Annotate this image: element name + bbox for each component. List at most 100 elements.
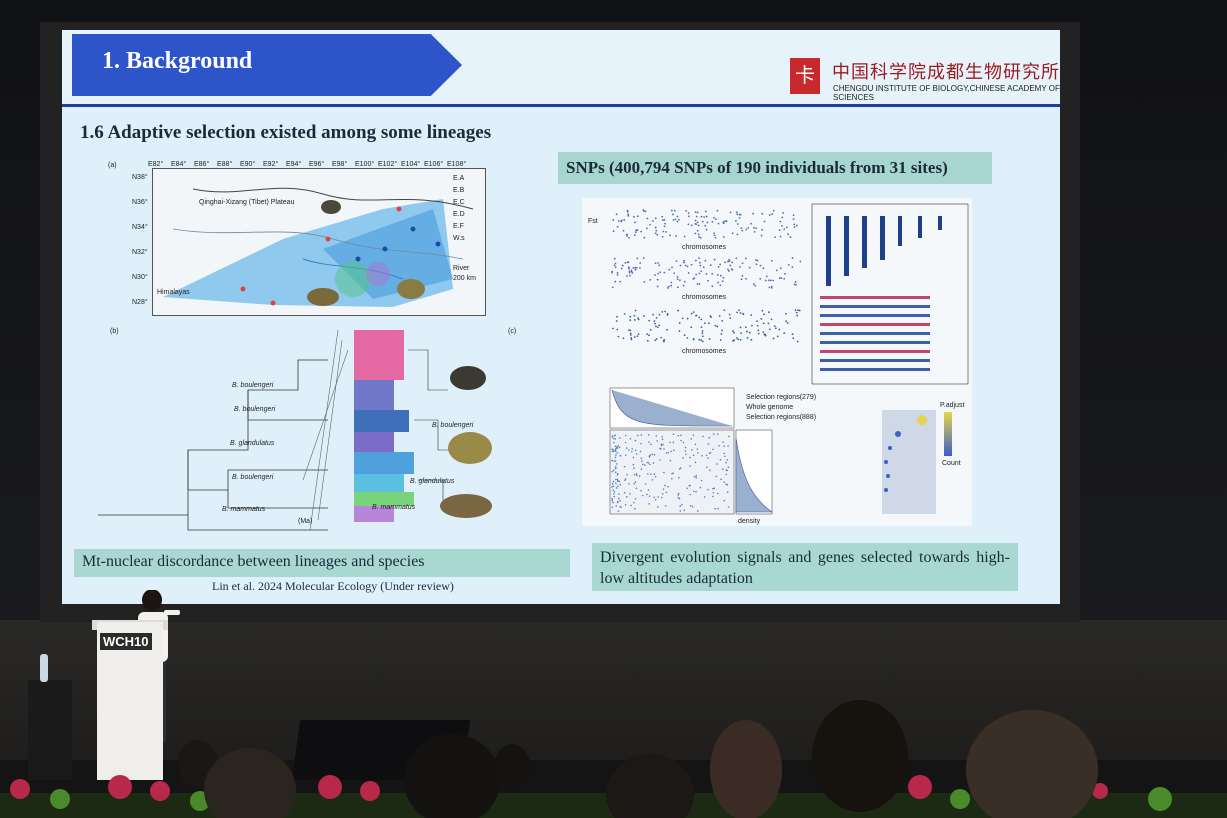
scatter-point — [688, 484, 691, 487]
scatter-point — [712, 448, 714, 451]
scatter-point — [678, 476, 680, 479]
scatter-point — [654, 475, 657, 478]
species-label-1: B. boulengeri — [232, 382, 274, 389]
manhattan-point — [614, 262, 617, 265]
manhattan-point — [780, 277, 783, 280]
species-label-8: B. mammatus — [372, 504, 416, 511]
manhattan-point — [628, 271, 631, 274]
scatter-point — [723, 499, 726, 502]
manhattan-point — [633, 314, 636, 317]
scatter-point — [659, 459, 661, 461]
scatter-point — [619, 454, 622, 457]
species-label-6: B. boulengeri — [432, 422, 474, 429]
manhattan-point — [655, 316, 658, 319]
manhattan-point — [646, 227, 648, 230]
scatter-point — [716, 463, 718, 465]
manhattan-point — [731, 261, 734, 264]
scatter-point — [679, 505, 682, 508]
manhattan-point — [640, 230, 643, 233]
manhattan-point — [781, 216, 784, 219]
manhattan-point — [669, 234, 671, 237]
section-heading: 1.6 Adaptive selection existed among som… — [80, 122, 492, 143]
manhattan-point — [755, 263, 758, 266]
scatter-point — [634, 507, 636, 510]
citation: Lin et al. 2024 Molecular Ecology (Under… — [212, 579, 454, 593]
manhattan-point — [759, 264, 762, 267]
manhattan-point — [733, 339, 736, 341]
manhattan-point — [663, 271, 666, 274]
scatter-point — [635, 453, 638, 455]
manhattan-point — [670, 209, 673, 212]
manhattan-point — [649, 278, 652, 281]
manhattan-point — [776, 335, 779, 338]
manhattan-point — [783, 228, 786, 230]
manhattan-point — [798, 309, 801, 312]
scatter-point — [697, 452, 699, 454]
manhattan-point — [748, 331, 751, 334]
manhattan-point — [739, 312, 742, 314]
scatter-point — [679, 467, 682, 469]
scatter-point — [631, 448, 633, 450]
manhattan-point — [739, 338, 742, 341]
map-left-tick: N30° — [132, 274, 148, 281]
manhattan-point — [673, 272, 676, 275]
scatter-point — [616, 474, 619, 476]
manhattan-point — [698, 338, 701, 341]
manhattan-point — [630, 338, 633, 341]
manhattan-point — [779, 220, 782, 223]
manhattan-point — [739, 326, 742, 329]
stage-flowers — [0, 775, 1227, 818]
manhattan-point — [696, 229, 699, 232]
manhattan-point — [695, 215, 698, 218]
scatter-point — [648, 455, 651, 457]
scatter-point — [717, 433, 719, 435]
scatter-point — [679, 510, 682, 512]
scatter-point — [614, 471, 617, 473]
manhattan-point — [633, 336, 636, 338]
scatter-point — [613, 493, 615, 495]
manhattan-point — [655, 338, 658, 340]
scatter-point — [618, 497, 620, 500]
manhattan-point — [700, 339, 703, 342]
manhattan-point — [750, 338, 753, 341]
legend-whole-genome: Whole genome — [746, 404, 794, 411]
species-label-2: B. boulengeri — [234, 406, 276, 413]
manhattan-point — [727, 268, 729, 271]
manhattan-point — [761, 309, 764, 312]
manhattan-point — [741, 262, 744, 265]
scatter-point — [626, 473, 628, 476]
scatter-point — [613, 460, 616, 462]
scatter-point — [617, 510, 620, 512]
scatter-point — [661, 438, 664, 441]
manhattan-point — [663, 340, 665, 343]
scatter-point — [681, 504, 683, 506]
manhattan-point — [642, 257, 645, 259]
manhattan-point — [699, 236, 702, 239]
scatter-point — [700, 479, 703, 482]
manhattan-point — [636, 215, 639, 218]
manhattan-point — [629, 334, 632, 336]
manhattan-point — [740, 227, 743, 230]
manhattan-point — [698, 316, 701, 319]
scatter-point — [725, 483, 727, 485]
scatter-point — [671, 477, 673, 480]
manhattan-point — [716, 209, 719, 212]
legend-selection-1: Selection regions(279) — [746, 394, 817, 401]
manhattan-point — [630, 337, 633, 339]
scatter-point — [707, 457, 710, 459]
manhattan-point — [678, 279, 681, 282]
manhattan-point — [670, 281, 673, 284]
manhattan-point — [783, 273, 786, 275]
map-top-tick: E108° — [447, 161, 467, 168]
map-top-tick: E84° — [171, 161, 187, 168]
scatter-point — [653, 473, 656, 475]
manhattan-point — [728, 258, 730, 261]
manhattan-point — [637, 333, 640, 335]
manhattan-point — [695, 273, 698, 276]
scatter-point — [612, 485, 615, 487]
map-top-tick: E98° — [332, 161, 348, 168]
manhattan-point — [763, 220, 766, 223]
scatter-point — [689, 493, 692, 496]
manhattan-point — [760, 234, 763, 237]
manhattan-point — [733, 331, 735, 334]
